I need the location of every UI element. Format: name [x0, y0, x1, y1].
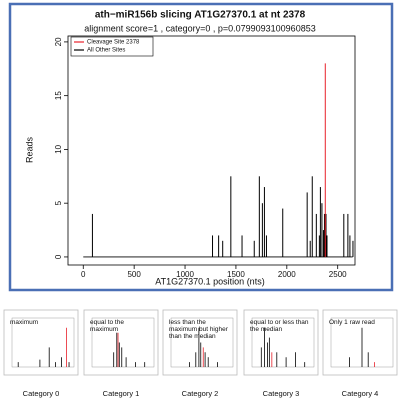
x-tick-label: 500 — [127, 270, 141, 279]
y-tick-label: 0 — [54, 254, 63, 259]
thumb-frame — [322, 309, 398, 376]
thumb-annotation-box: less than the maximum but higher than th… — [169, 319, 228, 340]
thumb-annotation-box: equal to or less than the median — [250, 319, 309, 333]
thumb-annotation: equal to the maximum — [90, 319, 124, 333]
thumb-caption: Category 3 — [263, 389, 300, 398]
thumb-annotation: Only 1 raw read — [329, 319, 375, 326]
chart-title: ath−miR156b slicing AT1G27370.1 at nt 23… — [95, 10, 306, 21]
y-tick-label: 20 — [54, 37, 63, 46]
legend-label: Cleavage Site 2378 — [87, 40, 140, 46]
x-tick-label: 0 — [81, 270, 86, 279]
plot-box — [67, 35, 356, 266]
thumb-plot — [251, 317, 315, 368]
thumb-plot — [170, 317, 234, 368]
thumb-plot — [11, 317, 75, 368]
thumb-caption: Category 0 — [23, 389, 60, 398]
thumb-frame — [243, 309, 319, 376]
thumb-frame — [3, 309, 79, 376]
thumb-frame — [83, 309, 159, 376]
thumb-caption: Category 2 — [182, 389, 219, 398]
thumb-plot — [91, 317, 155, 368]
thumb-annotation: less than the maximum but higher than th… — [169, 319, 228, 340]
x-axis-label: AT1G27370.1 position (nts) — [155, 276, 264, 286]
thumb-annotation: maximum — [10, 319, 39, 326]
y-tick-label: 15 — [54, 91, 63, 100]
thumb-caption: Category 4 — [342, 389, 379, 398]
main-frame — [8, 2, 394, 292]
thumb-annotation-box: maximum — [10, 319, 39, 326]
legend-box — [70, 36, 154, 57]
x-tick-label: 2000 — [278, 270, 296, 279]
y-tick-label: 5 — [54, 200, 63, 205]
chart-subtitle: alignment score=1 , category=0 , p=0.079… — [84, 23, 315, 33]
x-tick-label: 2500 — [329, 270, 347, 279]
x-tick-label: 1000 — [176, 270, 194, 279]
thumb-caption: Category 1 — [103, 389, 140, 398]
y-tick-label: 10 — [54, 144, 63, 153]
x-tick-label: 1500 — [227, 270, 245, 279]
legend-label: All Other Sites — [87, 48, 125, 54]
thumb-annotation-box: equal to the maximum — [90, 319, 124, 333]
y-axis-label: Reads — [24, 136, 34, 163]
thumb-frame — [162, 309, 238, 376]
thumb-annotation: equal to or less than the median — [250, 319, 309, 333]
thumb-annotation-box: Only 1 raw read — [329, 319, 375, 326]
